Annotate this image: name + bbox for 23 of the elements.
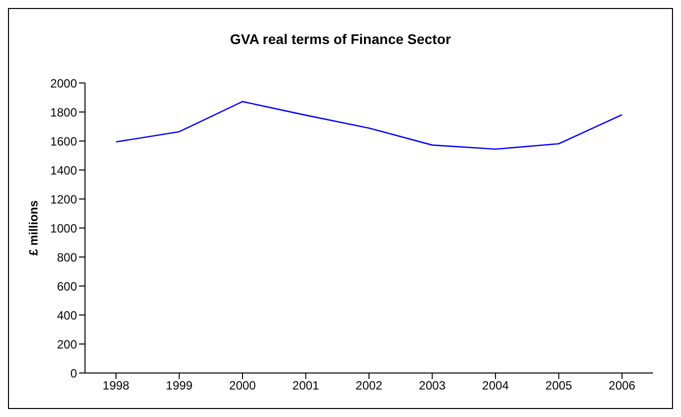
y-tick-label: 200 [56,337,78,352]
y-tick-label: 800 [56,250,78,264]
y-tick-label: 1400 [50,163,78,178]
x-tick-label: 1998 [102,378,130,393]
y-tick-label: 1600 [50,134,78,148]
y-tick-label: 2000 [50,76,78,90]
x-tick-label: 2000 [229,378,256,393]
y-tick-label: 1200 [50,192,78,206]
y-tick-label: 1800 [50,105,78,120]
x-tick-label: 2006 [608,378,636,393]
y-tick-label: 400 [56,308,78,322]
y-tick-label: 1000 [50,221,78,236]
y-tick-label: 0 [70,366,78,380]
x-tick-label: 2001 [292,378,320,393]
x-tick-label: 1999 [166,378,193,393]
chart-title: GVA real terms of Finance Sector [229,31,452,47]
line-series [115,100,623,150]
x-tick-label: 2002 [356,378,383,393]
y-axis-title: £ millions [26,200,40,256]
x-tick-label: 2004 [482,378,510,393]
x-tick-label: 2005 [545,378,572,393]
y-tick-label: 600 [56,279,78,294]
x-tick-label: 2003 [418,378,446,393]
